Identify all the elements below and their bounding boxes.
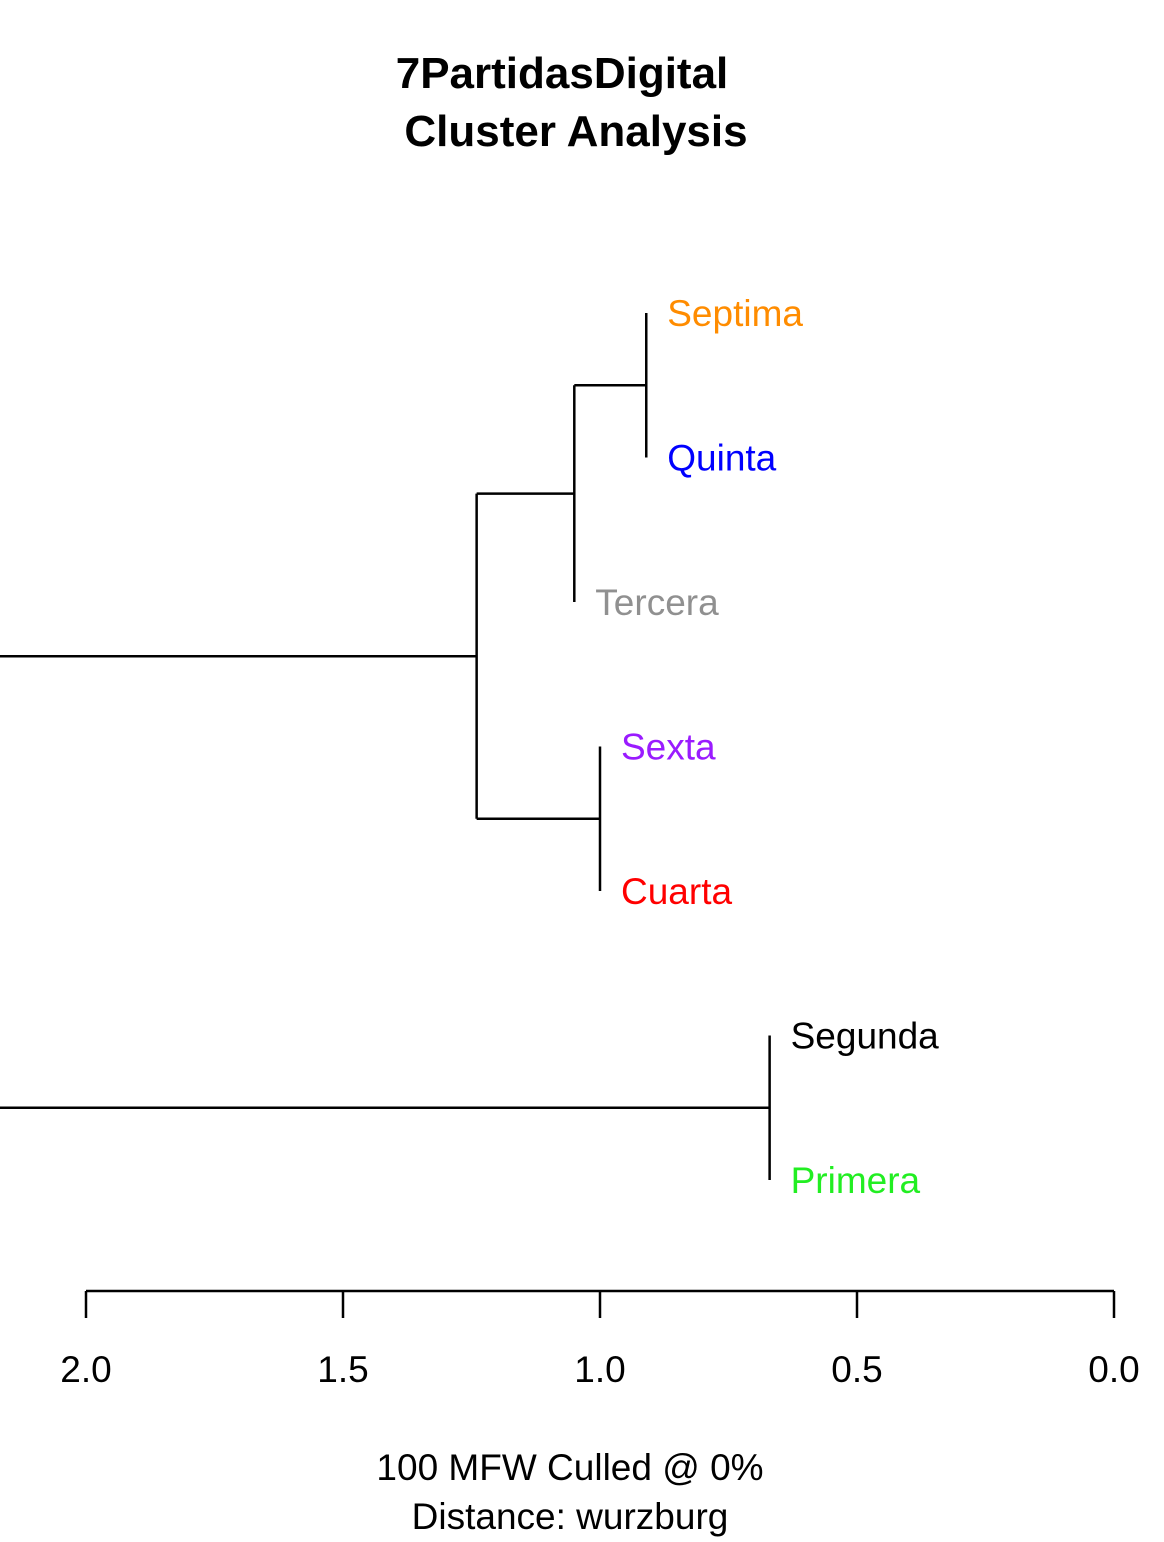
chart-caption: 100 MFW Culled @ 0% Distance: wurzburg — [376, 1447, 763, 1537]
leaf-label-tercera: Tercera — [595, 582, 719, 623]
leaf-label-sexta: Sexta — [621, 727, 716, 768]
axis-tick-label-1.5: 1.5 — [317, 1349, 368, 1390]
caption-line-2: Distance: wurzburg — [412, 1496, 729, 1537]
leaf-label-cuarta: Cuarta — [621, 871, 732, 912]
leaf-label-segunda: Segunda — [791, 1016, 940, 1057]
axis-tick-label-1.0: 1.0 — [574, 1349, 625, 1390]
leaf-label-quinta: Quinta — [667, 438, 776, 479]
leaf-label-septima: Septima — [667, 293, 803, 334]
distance-axis: 2.0 1.5 1.0 0.5 0.0 — [60, 1289, 1140, 1390]
dendrogram-tree — [0, 313, 771, 1180]
axis-tick-label-0.5: 0.5 — [831, 1349, 882, 1390]
chart-title: 7PartidasDigital Cluster Analysis — [396, 49, 748, 156]
chart-title-line-2: Cluster Analysis — [404, 107, 747, 156]
chart-title-line-1: 7PartidasDigital — [396, 49, 729, 98]
axis-tick-label-2.0: 2.0 — [60, 1349, 111, 1390]
leaf-label-primera: Primera — [791, 1160, 921, 1201]
caption-line-1: 100 MFW Culled @ 0% — [376, 1447, 763, 1488]
axis-tick-label-0.0: 0.0 — [1088, 1349, 1139, 1390]
leaf-labels: Septima Quinta Tercera Sexta Cuarta Segunda Pr… — [595, 293, 939, 1201]
